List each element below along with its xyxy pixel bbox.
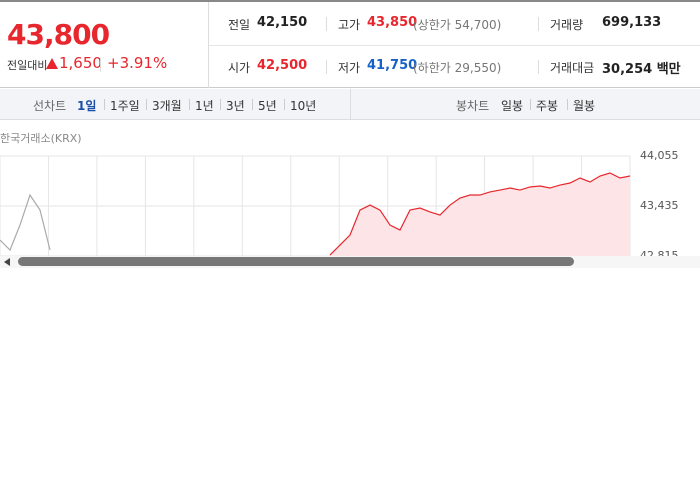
separator bbox=[538, 17, 539, 31]
quote-header: 43,800 전일대비 1,650 +3.91% 전일 42,150 고가 43,85… bbox=[0, 0, 700, 88]
period-tab[interactable]: 1일 bbox=[77, 99, 97, 113]
price-box: 43,800 전일대비 1,650 +3.91% bbox=[0, 2, 209, 88]
candle-tab[interactable]: 월봉 bbox=[573, 99, 596, 113]
scroll-thumb[interactable] bbox=[18, 257, 574, 266]
period-tab[interactable]: 3년 bbox=[226, 99, 245, 113]
stat-label: 전일 bbox=[228, 18, 251, 32]
tab-separator bbox=[252, 99, 253, 110]
tab-separator bbox=[189, 99, 190, 110]
period-tab[interactable]: 3개월 bbox=[152, 99, 182, 113]
separator bbox=[326, 17, 327, 31]
price-chart: 44,055 43,435 42,815 bbox=[0, 150, 679, 256]
y-tick-label: 44,055 bbox=[640, 150, 679, 162]
stat-label: 거래량 bbox=[550, 18, 584, 32]
stat-value: 30,254 백만 bbox=[602, 62, 681, 77]
stat-value: 41,750 bbox=[367, 58, 418, 73]
stat-value: 699,133 bbox=[602, 15, 662, 30]
tab-group-label: 선차트 bbox=[33, 99, 67, 113]
period-tab[interactable]: 1년 bbox=[195, 99, 214, 113]
current-price: 43,800 bbox=[7, 18, 110, 51]
candle-tab[interactable]: 주봉 bbox=[536, 99, 559, 113]
stat-label: 고가 bbox=[338, 18, 361, 32]
y-tick-label: 42,815 bbox=[640, 249, 679, 256]
area-fill bbox=[330, 173, 630, 256]
separator bbox=[326, 60, 327, 74]
stat-value: 42,150 bbox=[257, 15, 308, 30]
tab-separator bbox=[530, 99, 531, 110]
tab-separator bbox=[146, 99, 147, 110]
candle-tab[interactable]: 일봉 bbox=[501, 99, 524, 113]
up-triangle bbox=[46, 58, 58, 69]
period-tab[interactable]: 5년 bbox=[258, 99, 277, 113]
tab-group-divider bbox=[350, 89, 351, 119]
stat-label: 시가 bbox=[228, 61, 251, 75]
stat-label: 거래대금 bbox=[550, 61, 595, 75]
stat-label: 저가 bbox=[338, 61, 361, 75]
change-rate: +3.91% bbox=[107, 54, 168, 72]
price-line bbox=[329, 172, 631, 256]
stat-note: (하한가 29,550) bbox=[413, 61, 502, 75]
separator bbox=[100, 58, 101, 72]
stat-note: (상한가 54,700) bbox=[413, 18, 502, 32]
scroll-left-arrow[interactable] bbox=[4, 258, 11, 266]
tab-separator bbox=[104, 99, 105, 110]
price-line bbox=[0, 193, 51, 252]
up-arrow bbox=[46, 58, 58, 69]
tab-group-label: 봉차트 bbox=[456, 99, 490, 113]
change-amount: 1,650 bbox=[59, 54, 102, 72]
tab-separator bbox=[220, 99, 221, 110]
period-tab[interactable]: 1주일 bbox=[110, 99, 140, 113]
stat-value: 42,500 bbox=[257, 58, 308, 73]
scrollbar[interactable] bbox=[0, 256, 700, 268]
stat-value: 43,850 bbox=[367, 15, 418, 30]
row-divider bbox=[209, 45, 700, 46]
tab-bar: 선차트 1일 1주일 3개월 1년 3년 5년 10년 봉차트 일봉 주봉 월봉 bbox=[0, 89, 700, 120]
change-label: 전일대비 bbox=[7, 59, 48, 72]
separator bbox=[538, 60, 539, 74]
data-source: 한국거래소(KRX) bbox=[0, 132, 82, 145]
tab-separator bbox=[567, 99, 568, 110]
period-tab[interactable]: 10년 bbox=[290, 99, 317, 113]
tab-separator bbox=[284, 99, 285, 110]
y-tick-label: 43,435 bbox=[640, 199, 679, 212]
